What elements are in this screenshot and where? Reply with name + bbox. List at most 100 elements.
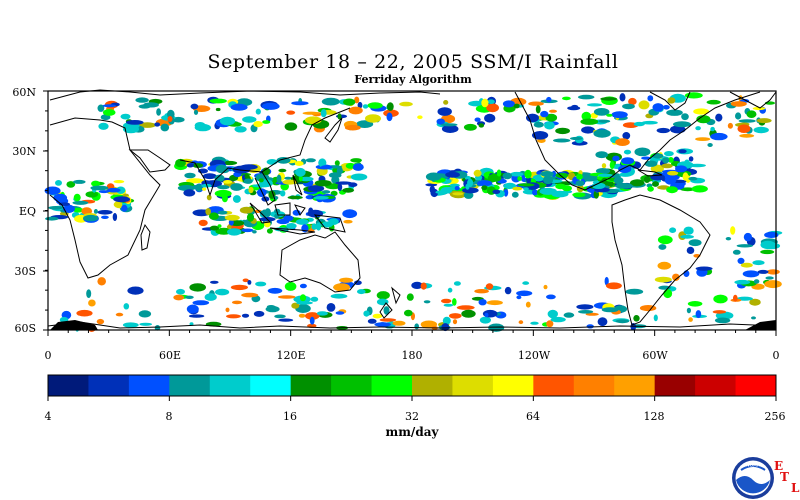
rain-patch bbox=[379, 318, 397, 322]
rain-patch bbox=[357, 101, 363, 109]
rain-patch bbox=[123, 124, 139, 134]
rain-patch bbox=[209, 98, 227, 104]
rain-patch bbox=[462, 187, 479, 194]
rain-patch bbox=[309, 316, 315, 325]
rain-patch bbox=[473, 169, 482, 177]
rain-patch bbox=[437, 107, 452, 116]
rain-patch bbox=[733, 294, 738, 302]
rain-patch bbox=[314, 180, 332, 187]
rain-patch bbox=[530, 321, 539, 325]
rain-patch bbox=[215, 164, 228, 174]
rain-patch bbox=[712, 310, 727, 314]
rain-patch bbox=[97, 104, 105, 112]
rain-patch bbox=[633, 121, 645, 127]
rain-patch bbox=[232, 165, 251, 174]
rain-patch bbox=[190, 103, 199, 110]
rain-patch bbox=[101, 215, 109, 219]
rain-patch bbox=[532, 131, 549, 140]
colorbar-swatch bbox=[331, 375, 373, 396]
rain-patch bbox=[102, 104, 116, 108]
coastline bbox=[729, 91, 777, 109]
rain-patch bbox=[242, 116, 257, 123]
rain-patch bbox=[666, 109, 683, 116]
rain-patch bbox=[553, 138, 571, 143]
rain-patch bbox=[383, 306, 390, 315]
rain-patch bbox=[650, 164, 664, 173]
rain-patch bbox=[486, 103, 499, 113]
rain-patch bbox=[576, 173, 583, 180]
lon-label-120w: 120W bbox=[517, 349, 551, 362]
rain-patch bbox=[511, 191, 519, 198]
rain-patch bbox=[386, 102, 394, 111]
rain-patch bbox=[604, 276, 609, 286]
rain-patch bbox=[86, 289, 92, 298]
rain-patch bbox=[277, 295, 296, 299]
rain-patch bbox=[600, 97, 618, 101]
rain-patch bbox=[521, 174, 526, 180]
colorbar-swatch bbox=[209, 375, 251, 396]
rain-patch bbox=[488, 323, 505, 332]
rain-patch bbox=[139, 322, 152, 326]
rain-patch bbox=[298, 313, 306, 318]
rain-patch bbox=[113, 196, 130, 203]
rain-patch bbox=[478, 123, 485, 128]
rain-patch bbox=[643, 176, 651, 184]
rain-patch bbox=[571, 140, 588, 146]
rain-patch bbox=[543, 175, 554, 185]
coastline bbox=[611, 194, 711, 326]
rain-patch bbox=[706, 99, 721, 105]
rain-patch bbox=[299, 176, 314, 182]
rain-patch bbox=[653, 314, 658, 322]
coastlines bbox=[47, 89, 777, 329]
rain-patch bbox=[524, 169, 532, 179]
rain-patch bbox=[615, 319, 630, 324]
rain-patch bbox=[619, 93, 626, 102]
lat-label-30n: 30N bbox=[12, 145, 36, 158]
rain-patch bbox=[714, 317, 731, 324]
rain-patch bbox=[669, 125, 686, 134]
rain-patch bbox=[440, 123, 458, 127]
rain-patch bbox=[294, 161, 304, 166]
rain-patch bbox=[737, 124, 751, 133]
rain-patch bbox=[176, 288, 185, 295]
rain-patch bbox=[601, 163, 607, 169]
rain-patch bbox=[753, 126, 769, 134]
coastline bbox=[391, 286, 401, 305]
rain-patch bbox=[757, 269, 769, 274]
rain-patch bbox=[350, 173, 368, 181]
rain-patch bbox=[443, 100, 449, 105]
rain-patch bbox=[752, 260, 765, 266]
rain-patch bbox=[526, 113, 539, 123]
rain-patch bbox=[423, 300, 431, 304]
rain-patch bbox=[756, 118, 772, 124]
rain-patch bbox=[242, 278, 249, 283]
colorbar-swatch bbox=[128, 375, 170, 396]
rain-patch bbox=[570, 136, 583, 141]
rain-patch bbox=[685, 175, 691, 183]
rain-patch bbox=[280, 190, 286, 197]
rain-patch bbox=[693, 108, 710, 115]
rain-patch bbox=[287, 195, 303, 200]
lat-label-60n: 60N bbox=[12, 86, 36, 99]
rain-patch bbox=[247, 280, 252, 285]
rain-patch bbox=[126, 120, 144, 125]
coastline bbox=[313, 214, 346, 233]
rain-patch bbox=[688, 239, 702, 247]
colorbar-swatch bbox=[573, 375, 615, 396]
rain-patch bbox=[120, 113, 131, 120]
rain-patch bbox=[102, 109, 116, 116]
rain-patch bbox=[227, 228, 242, 236]
rain-patch bbox=[496, 169, 502, 177]
coastline bbox=[269, 227, 316, 235]
rain-patch bbox=[202, 173, 217, 180]
rain-patch bbox=[540, 171, 554, 177]
rain-patch bbox=[278, 318, 294, 322]
colorbar-swatch bbox=[492, 375, 534, 396]
rain-patch bbox=[525, 301, 531, 308]
rain-patch bbox=[478, 299, 487, 306]
coastline bbox=[637, 169, 663, 177]
rain-patch bbox=[452, 298, 457, 306]
lon-label-180: 180 bbox=[401, 349, 423, 362]
rain-patch bbox=[310, 296, 319, 302]
rain-patch bbox=[672, 273, 680, 281]
